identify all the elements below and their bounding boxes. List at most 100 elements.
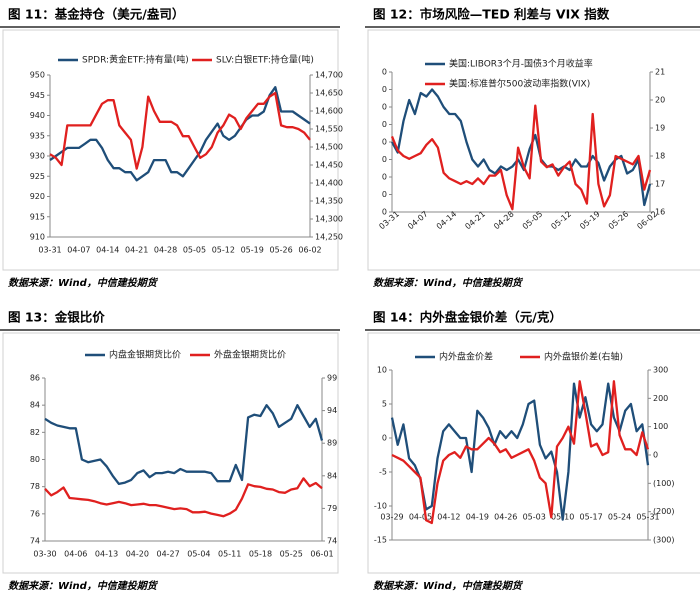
x-tick-label: 04-21 <box>463 209 487 231</box>
x-tick-label: 04-07 <box>67 246 90 255</box>
x-tick-label: 05-05 <box>521 209 545 231</box>
y2-tick-label: 89 <box>327 439 337 448</box>
x-tick-label: 04-26 <box>494 513 517 522</box>
y2-tick-label: 14,500 <box>315 143 343 152</box>
y-tick-label: 945 <box>30 91 45 100</box>
chart-title: 图 11：基金持仓（美元/盎司） <box>8 7 184 22</box>
legend-label: SLV:白银ETF:持仓量(吨) <box>216 54 314 66</box>
x-tick-label: 03-29 <box>380 513 403 522</box>
chart-title: 图 12：市场风险—TED 利差与 VIX 指数 <box>373 7 610 22</box>
x-tick-label: 04-12 <box>437 513 460 522</box>
y2-tick-label: (100) <box>653 479 675 488</box>
y-tick-label: 910 <box>30 233 45 242</box>
y-tick-label: 0 <box>382 138 387 147</box>
y-tick-label: 0 <box>382 103 387 112</box>
x-tick-label: 05-11 <box>218 550 241 559</box>
y2-tick-label: 14,450 <box>315 161 343 170</box>
x-tick-label: 03-30 <box>33 550 56 559</box>
x-tick-label: 05-17 <box>579 513 602 522</box>
y-tick-label: 0 <box>382 190 387 199</box>
y2-tick-label: 20 <box>655 96 665 105</box>
x-tick-label: 04-14 <box>435 209 459 231</box>
y2-tick-label: 16 <box>655 208 665 217</box>
x-tick-label: 05-12 <box>549 209 573 231</box>
panel-frame <box>2 29 339 271</box>
series-line <box>44 477 323 518</box>
series-line <box>390 88 652 207</box>
y-tick-label: 940 <box>30 111 45 120</box>
source-note: 数据来源：Wind，中信建投期货 <box>373 277 524 289</box>
y2-tick-label: 14,350 <box>315 197 343 206</box>
y-tick-label: 0 <box>382 68 387 77</box>
legend-label: 内外盘银价差(右轴) <box>544 351 623 363</box>
x-tick-label: 03-31 <box>38 246 61 255</box>
x-tick-label: 06-01 <box>310 550 333 559</box>
y2-tick-label: 74 <box>327 537 337 546</box>
y-tick-label: 0 <box>382 434 387 443</box>
series-line <box>391 380 650 525</box>
x-tick-label: 04-07 <box>406 209 430 231</box>
x-tick-label: 05-12 <box>212 246 235 255</box>
y-tick-label: 10 <box>377 366 387 375</box>
y-tick-label: 0 <box>382 208 387 217</box>
y2-tick-label: 79 <box>327 504 337 513</box>
y-tick-label: 915 <box>30 212 45 221</box>
y2-tick-label: 94 <box>327 406 337 415</box>
y-tick-label: 86 <box>30 374 40 383</box>
x-tick-label: 05-05 <box>183 246 206 255</box>
y-tick-label: -10 <box>374 502 387 511</box>
x-tick-label: 04-27 <box>156 550 179 559</box>
x-tick-label: 05-26 <box>269 246 292 255</box>
x-tick-label: 04-21 <box>125 246 148 255</box>
y-tick-label: 76 <box>30 509 40 518</box>
y-tick-label: 930 <box>30 152 45 161</box>
legend-label: 内外盘金价差 <box>439 351 493 363</box>
y2-tick-label: 14,400 <box>315 179 343 188</box>
legend-label: 美国:标准普尔500波动率指数(VIX) <box>449 78 590 90</box>
y2-tick-label: 14,600 <box>315 107 343 116</box>
x-tick-label: 06-02 <box>298 246 321 255</box>
legend-label: 美国:LIBOR3个月-国债3个月收益率 <box>449 58 593 70</box>
y2-tick-label: 14,250 <box>315 233 343 242</box>
x-tick-label: 05-24 <box>608 513 631 522</box>
panel-frame <box>367 29 700 271</box>
y2-tick-label: 0 <box>653 451 658 460</box>
y-tick-label: 78 <box>30 482 40 491</box>
y-tick-label: 920 <box>30 192 45 201</box>
y2-tick-label: (300) <box>653 536 675 545</box>
y-tick-label: 5 <box>382 400 387 409</box>
x-tick-label: 04-06 <box>64 550 87 559</box>
y2-tick-label: 200 <box>653 394 668 403</box>
y-tick-label: 74 <box>30 537 40 546</box>
series-line <box>44 404 324 486</box>
x-tick-label: 05-26 <box>607 209 631 231</box>
x-tick-label: 06-02 <box>635 209 659 231</box>
y2-tick-label: 18 <box>655 152 665 161</box>
y-tick-label: 0 <box>382 173 387 182</box>
y-tick-label: 0 <box>382 120 387 129</box>
y-tick-label: 0 <box>382 85 387 94</box>
y2-tick-label: 84 <box>327 471 337 480</box>
chart-title: 图 13：金银比价 <box>8 310 105 325</box>
panel-frame <box>367 332 700 574</box>
panel-frame <box>2 332 339 574</box>
y2-tick-label: 17 <box>655 180 665 189</box>
y-tick-label: 925 <box>30 172 45 181</box>
y2-tick-label: 300 <box>653 366 668 375</box>
x-tick-label: 04-20 <box>126 550 149 559</box>
x-tick-label: 05-25 <box>280 550 303 559</box>
x-tick-label: 05-31 <box>636 513 659 522</box>
x-tick-label: 04-13 <box>95 550 118 559</box>
series-line <box>49 91 311 170</box>
chart-title: 图 14：内外盘金银价差（元/克） <box>373 310 562 325</box>
y2-tick-label: 19 <box>655 124 665 133</box>
y2-tick-label: 14,700 <box>315 71 343 80</box>
series-line <box>390 104 652 211</box>
source-note: 数据来源：Wind，中信建投期货 <box>8 277 159 289</box>
y-tick-label: -5 <box>379 468 387 477</box>
y-tick-label: 950 <box>30 71 45 80</box>
y-tick-label: 0 <box>382 155 387 164</box>
legend-label: SPDR:黄金ETF:持有量(吨) <box>82 54 189 66</box>
y-tick-label: 80 <box>30 455 40 464</box>
